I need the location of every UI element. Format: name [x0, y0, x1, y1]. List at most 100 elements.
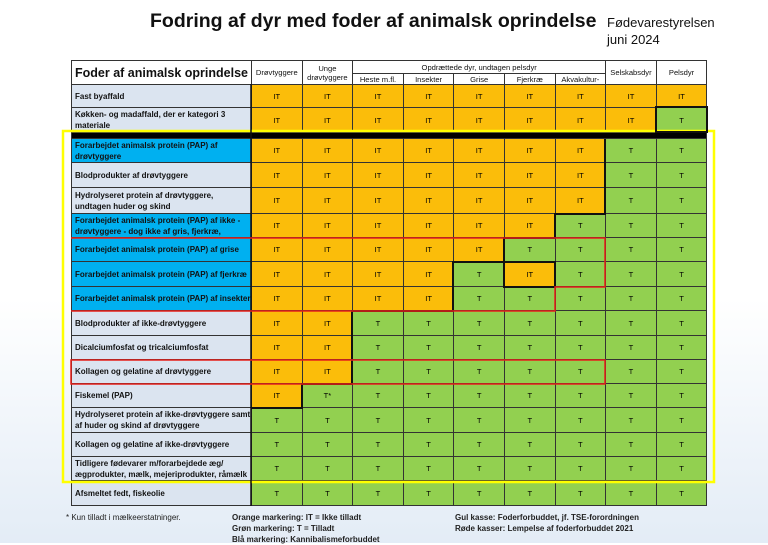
status-cell: IT — [453, 162, 505, 188]
status-cell: IT — [352, 138, 404, 163]
status-cell: T — [402, 335, 455, 360]
status-cell: T — [605, 138, 657, 163]
status-cell: T — [503, 432, 556, 457]
table-row: Kollagen og gelatine af ikke-drøvtyggere… — [71, 432, 708, 457]
status-cell: IT — [402, 138, 455, 163]
status-cell: T — [554, 456, 607, 481]
status-cell: IT — [352, 261, 404, 287]
header-selskabsdyr: Selskabsdyr — [605, 60, 657, 85]
status-cell: IT — [655, 84, 708, 108]
status-cell: T — [402, 383, 455, 408]
status-cell: T — [554, 359, 607, 384]
status-cell: T — [453, 383, 505, 408]
status-cell: T — [503, 237, 556, 262]
status-cell: T — [453, 432, 505, 457]
legend-red-boxes: Røde kasser: Lempelse af foderforbuddet … — [455, 524, 634, 533]
status-cell: IT — [453, 237, 505, 262]
status-cell: IT — [554, 187, 607, 214]
status-cell: T — [605, 359, 657, 384]
status-cell: T — [605, 162, 657, 188]
table-row: Blodprodukter af drøvtyggere IT IT IT IT IT IT… — [71, 162, 708, 188]
status-cell: T — [503, 480, 556, 506]
status-cell: T — [554, 432, 607, 457]
status-cell: T — [655, 480, 708, 506]
status-cell: T — [503, 286, 556, 311]
status-cell: IT — [301, 107, 354, 133]
status-cell: T — [352, 310, 404, 336]
status-cell: T — [251, 407, 303, 433]
legend-left: Orange markering: IT = Ikke tilladt Grøn… — [232, 512, 380, 545]
status-cell: IT — [503, 138, 556, 163]
row-label: Dicalciumfosfat og tricalciumfosfat — [71, 335, 252, 360]
status-cell: IT — [554, 162, 607, 188]
status-cell: T — [655, 237, 708, 262]
status-cell: IT — [251, 213, 303, 238]
status-cell: IT — [503, 261, 556, 287]
organization-block: Fødevarestyrelsen juni 2024 — [607, 14, 715, 48]
status-cell: T — [554, 261, 607, 287]
status-cell: IT — [352, 187, 404, 214]
status-cell: IT — [251, 84, 303, 108]
table-row: Hydrolyseret protein af ikke-drøvtyggere… — [71, 407, 708, 433]
status-cell: T — [402, 310, 455, 336]
status-cell: T — [554, 383, 607, 408]
table-row: Forarbejdet animalsk protein (PAP) af ik… — [71, 213, 708, 238]
status-cell: IT — [402, 213, 455, 238]
status-cell: T — [352, 432, 404, 457]
status-cell: IT — [605, 107, 657, 133]
status-cell: T — [503, 383, 556, 408]
status-cell: T — [605, 456, 657, 481]
legend-blue: Blå markering: Kannibalismeforbuddet — [232, 535, 380, 544]
status-cell: T — [554, 480, 607, 506]
status-cell: IT — [301, 261, 354, 287]
status-cell: T — [655, 261, 708, 287]
status-cell: IT — [352, 286, 404, 311]
status-cell: IT — [251, 138, 303, 163]
table-row: Dicalciumfosfat og tricalciumfosfat IT IT T… — [71, 335, 708, 360]
status-cell: IT — [453, 187, 505, 214]
row-label: Forarbejdet animalsk protein (PAP) af in… — [71, 286, 252, 311]
status-cell: T — [605, 383, 657, 408]
row-label: Afsmeltet fedt, fiskeolie — [71, 480, 252, 506]
status-cell: T — [554, 407, 607, 433]
status-cell: T — [503, 359, 556, 384]
status-cell: IT — [503, 213, 556, 238]
status-cell: IT — [301, 213, 354, 238]
status-cell: T — [352, 383, 404, 408]
status-cell: IT — [352, 237, 404, 262]
status-cell: IT — [301, 187, 354, 214]
status-cell: IT — [251, 107, 303, 133]
row-label: Kollagen og gelatine af ikke-drøvtyggere — [71, 432, 252, 457]
status-cell: T — [251, 432, 303, 457]
status-cell: T — [301, 432, 354, 457]
row-label: Hydrolyseret protein af drøvtyggere, und… — [71, 187, 252, 214]
status-cell: T — [655, 107, 708, 133]
table-row: Afsmeltet fedt, fiskeolie T T T T T T T T T — [71, 480, 708, 506]
status-cell: T — [605, 237, 657, 262]
status-cell: T — [453, 456, 505, 481]
status-cell: T — [251, 456, 303, 481]
page-title: Fodring af dyr med foder af animalsk opr… — [150, 10, 597, 32]
status-cell: T — [655, 138, 708, 163]
row-label: Blodprodukter af ikke-drøvtyggere — [71, 310, 252, 336]
table-row: Fast byaffald IT IT IT IT IT IT IT IT IT — [71, 84, 708, 108]
header-insekter: Insekter — [402, 73, 455, 85]
status-cell: IT — [251, 261, 303, 287]
status-cell: IT — [503, 107, 556, 133]
status-cell: IT — [402, 286, 455, 311]
status-cell: T — [402, 456, 455, 481]
status-cell: T — [605, 407, 657, 433]
status-cell: T — [655, 286, 708, 311]
status-cell: T — [655, 335, 708, 360]
row-label: Fast byaffald — [71, 84, 252, 108]
status-cell: IT — [402, 107, 455, 133]
legend-green: Grøn markering: T = Tilladt — [232, 524, 335, 533]
status-cell: IT — [301, 162, 354, 188]
status-cell: IT — [251, 310, 303, 336]
row-label: Køkken- og madaffald, der er kategori 3 … — [71, 107, 252, 133]
status-cell: IT — [453, 138, 505, 163]
status-cell: IT — [554, 138, 607, 163]
status-cell: IT — [352, 107, 404, 133]
footnote: * Kun tilladt i mælkeerstatninger. — [66, 513, 181, 522]
status-cell: T — [402, 359, 455, 384]
